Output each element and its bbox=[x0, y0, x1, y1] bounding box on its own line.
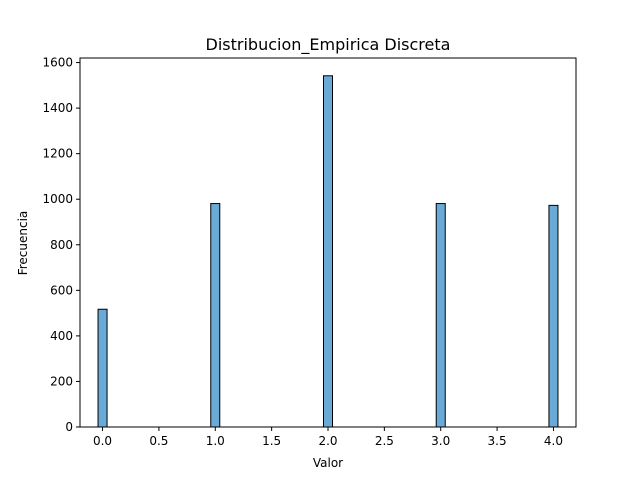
bar-4 bbox=[548, 204, 559, 428]
x-axis-ticks: 0.0 0.5 1.0 1.5 2.0 2.5 3.0 3.5 4.0 bbox=[93, 427, 563, 448]
x-axis-label: Valor bbox=[313, 456, 343, 470]
y-tick-label: 600 bbox=[50, 283, 73, 297]
x-tick-label: 1.5 bbox=[262, 434, 281, 448]
y-tick-label: 1600 bbox=[42, 56, 73, 70]
y-tick-label: 200 bbox=[50, 374, 73, 388]
x-tick-label: 4.0 bbox=[544, 434, 563, 448]
bar-0 bbox=[97, 308, 108, 428]
bars-group bbox=[97, 75, 559, 428]
bar-3 bbox=[435, 203, 446, 428]
y-tick-label: 800 bbox=[50, 238, 73, 252]
y-axis-ticks: 0 200 400 600 800 1000 1200 1400 1600 bbox=[42, 56, 80, 434]
x-tick-label: 3.5 bbox=[488, 434, 507, 448]
y-tick-label: 1200 bbox=[42, 147, 73, 161]
x-tick-label: 3.0 bbox=[431, 434, 450, 448]
bar-2 bbox=[322, 75, 334, 428]
bar-1 bbox=[210, 203, 221, 428]
x-tick-label: 1.0 bbox=[206, 434, 225, 448]
x-tick-label: 2.0 bbox=[318, 434, 337, 448]
y-tick-label: 1000 bbox=[42, 192, 73, 206]
x-tick-label: 0.5 bbox=[149, 434, 168, 448]
y-tick-label: 400 bbox=[50, 329, 73, 343]
y-tick-label: 0 bbox=[65, 420, 73, 434]
y-tick-label: 1400 bbox=[42, 101, 73, 115]
x-tick-label: 2.5 bbox=[375, 434, 394, 448]
chart-title: Distribucion_Empirica Discreta bbox=[206, 35, 451, 55]
x-tick-label: 0.0 bbox=[93, 434, 112, 448]
y-axis-label: Frecuencia bbox=[16, 211, 30, 276]
